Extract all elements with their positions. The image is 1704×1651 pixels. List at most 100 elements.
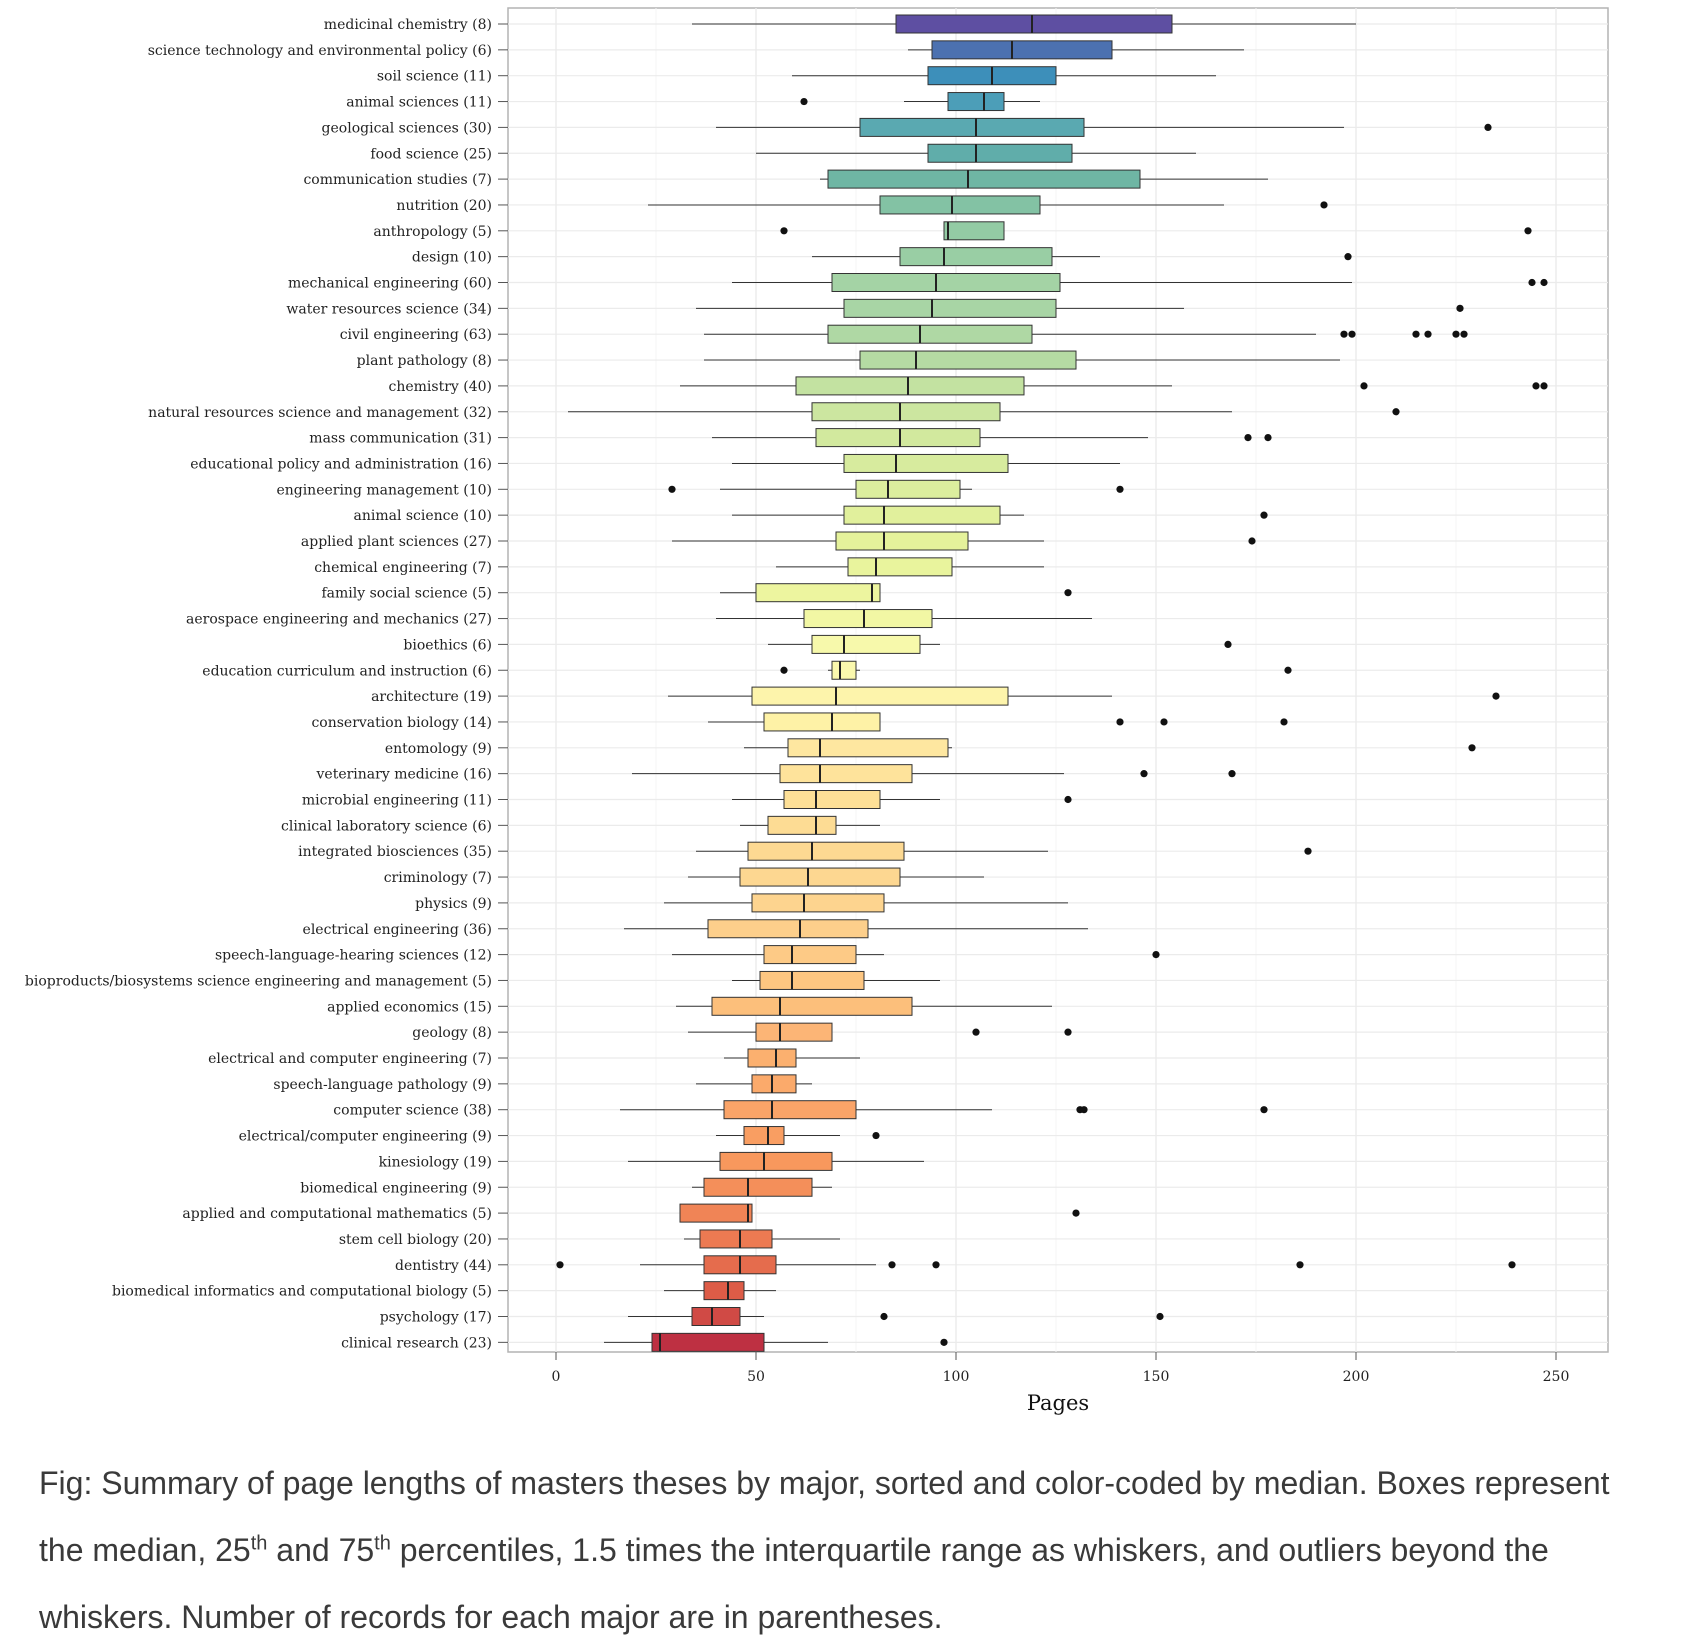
box-plot-row: [704, 324, 1468, 344]
chart-svg: medicinal chemistry (8) science technolog…: [25, 7, 1609, 1415]
box: [899, 247, 1053, 267]
category-label: speech-language-hearing sciences (12): [215, 948, 492, 964]
box: [651, 1332, 765, 1352]
box-plot-row: [724, 1048, 860, 1068]
category-label: animal sciences (11): [346, 95, 492, 111]
outlier-point: [780, 227, 788, 235]
category-label: design (10): [412, 250, 492, 266]
category-label: criminology (7): [384, 870, 492, 886]
x-axis-title: Pages: [1027, 1391, 1089, 1415]
caption-line-1: Fig: Summary of page lengths of masters …: [39, 1465, 1610, 1501]
category-label: aerospace engineering and mechanics (27): [186, 612, 492, 628]
box: [811, 634, 921, 654]
outlier-point: [932, 1261, 940, 1269]
outlier-point: [1412, 330, 1420, 338]
box: [827, 324, 1033, 344]
category-label: bioethics (6): [403, 637, 492, 653]
box-plot-row: [756, 143, 1196, 163]
outlier-point: [1508, 1261, 1516, 1269]
category-label: communication studies (7): [303, 172, 492, 188]
category-label: anthropology (5): [373, 224, 492, 240]
category-label: integrated biosciences (35): [298, 844, 492, 860]
outlier-point: [1468, 744, 1476, 752]
category-label: biomedical informatics and computational…: [112, 1284, 492, 1300]
box: [759, 970, 865, 990]
category-label: civil engineering (63): [340, 327, 492, 343]
box: [811, 402, 1001, 422]
category-label: clinical laboratory science (6): [281, 818, 492, 834]
box-plot-row: [908, 40, 1244, 60]
category-label: conservation biology (14): [311, 715, 492, 731]
box-plot-row: [696, 298, 1464, 318]
category-label: dentistry (44): [395, 1258, 492, 1274]
superscript: th: [250, 1532, 268, 1555]
outlier-point: [1228, 770, 1236, 778]
box-plot-row: [708, 712, 1288, 732]
box-plot-row: [679, 1203, 1080, 1223]
outlier-point: [1280, 718, 1288, 726]
box-plot-row: [712, 428, 1272, 448]
outlier-point: [1320, 201, 1328, 209]
outlier-point: [1456, 304, 1464, 312]
box-plot-row: [632, 764, 1236, 784]
box: [859, 350, 1077, 370]
category-label: kinesiology (19): [379, 1154, 492, 1170]
box: [747, 841, 905, 861]
box-plot-row: [792, 66, 1216, 86]
outlier-point: [888, 1261, 896, 1269]
box-plot-row: [668, 479, 1124, 499]
box: [803, 609, 933, 629]
figure-caption: Fig: Summary of page lengths of masters …: [39, 1450, 1679, 1651]
box-plot-row: [556, 1255, 1516, 1275]
category-label: psychology (17): [380, 1310, 492, 1326]
box-plot-row: [624, 919, 1088, 939]
outlier-point: [1540, 278, 1548, 287]
box-plot-row: [680, 376, 1548, 396]
outlier-point: [1080, 1106, 1088, 1114]
category-label: physics (9): [415, 896, 492, 912]
category-label: geology (8): [412, 1025, 492, 1041]
box: [843, 505, 1001, 525]
category-label: applied and computational mathematics (5…: [182, 1206, 492, 1222]
box: [783, 790, 881, 809]
outlier-point: [1156, 1312, 1164, 1321]
x-tick-label: 100: [943, 1369, 970, 1385]
outlier-point: [1540, 382, 1548, 390]
outlier-point: [880, 1312, 888, 1321]
box: [847, 557, 953, 577]
outlier-point: [800, 97, 808, 106]
box-plot-row: [740, 815, 880, 835]
outlier-point: [668, 485, 676, 493]
category-label: family social science (5): [321, 586, 492, 602]
category-label: mechanical engineering (60): [288, 276, 492, 292]
outlier-point: [1264, 434, 1272, 442]
box: [739, 867, 901, 887]
box: [895, 14, 1173, 34]
box-plot-row: [696, 841, 1312, 861]
category-label: biomedical engineering (9): [300, 1180, 492, 1196]
box-plot-row: [672, 531, 1256, 551]
box: [699, 1229, 773, 1249]
caption-text: and 75: [267, 1532, 375, 1568]
box-plot-row: [664, 893, 1068, 913]
outlier-point: [1152, 951, 1160, 959]
box: [795, 376, 1025, 396]
box: [751, 893, 885, 913]
category-label: microbial engineering (11): [302, 793, 492, 809]
outlier-point: [1452, 330, 1460, 338]
box: [927, 143, 1073, 163]
x-tick-label: 250: [1543, 1369, 1570, 1385]
box-plot-row: [684, 1229, 840, 1249]
category-label: veterinary medicine (16): [316, 767, 493, 783]
box: [787, 738, 949, 758]
outlier-point: [872, 1131, 880, 1140]
box-plot-row: [780, 660, 1292, 680]
box-plot-row: [568, 402, 1400, 422]
outlier-point: [1284, 666, 1292, 674]
category-label: electrical and computer engineering (7): [208, 1051, 492, 1067]
box-plot-row: [716, 117, 1492, 137]
x-tick-label: 50: [747, 1369, 765, 1385]
category-label: plant pathology (8): [357, 353, 492, 369]
category-label: chemistry (40): [389, 379, 493, 395]
box-plot-row: [676, 996, 1052, 1016]
